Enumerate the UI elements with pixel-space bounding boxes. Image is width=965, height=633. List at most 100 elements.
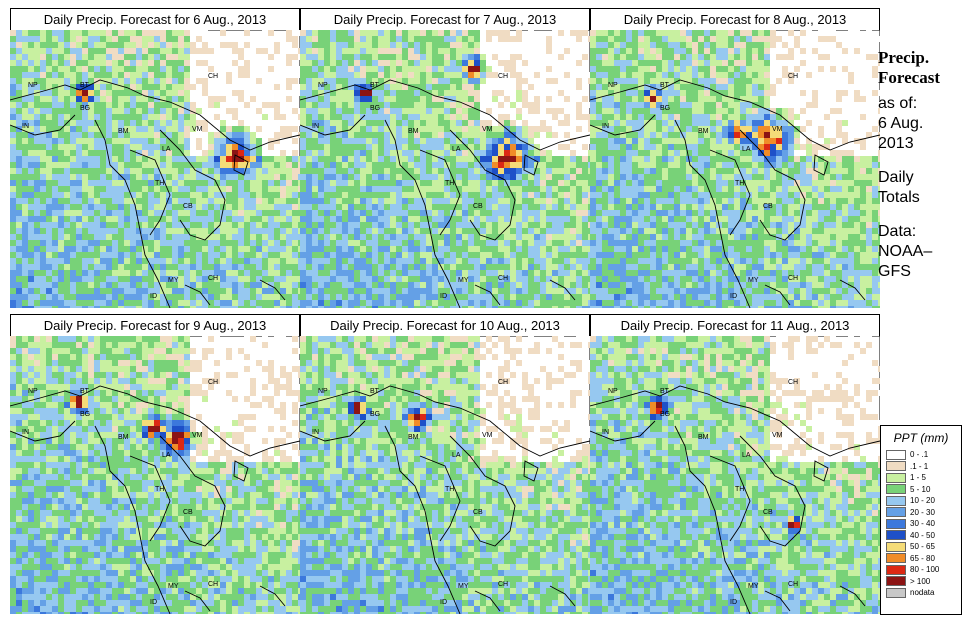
country-label: TH	[445, 486, 454, 493]
panel-title: Daily Precip. Forecast for 11 Aug., 2013	[590, 314, 880, 338]
country-label: BM	[118, 434, 129, 441]
country-label: TH	[445, 180, 454, 187]
country-label: VM	[772, 432, 783, 439]
country-label: BG	[660, 105, 670, 112]
legend-label: 40 - 50	[910, 530, 935, 540]
legend-swatch	[886, 530, 906, 541]
legend-label: 0 - .1	[910, 450, 929, 460]
forecast-panel-aug-11: Daily Precip. Forecast for 11 Aug., 2013…	[590, 314, 880, 619]
legend-swatch	[886, 576, 906, 587]
country-label: BM	[698, 128, 709, 135]
country-label: CH	[788, 581, 798, 588]
precip-map: NP BT BG IN BM CH VM LA TH CB MY ID CH	[10, 336, 300, 614]
country-label: BM	[408, 128, 419, 135]
legend-label: 30 - 40	[910, 519, 935, 529]
sidebar-heading: Precip. Forecast	[878, 48, 940, 87]
country-label: CB	[763, 509, 773, 516]
legend-label: 50 - 65	[910, 542, 935, 552]
country-label: NP	[28, 388, 38, 395]
country-label: BG	[80, 105, 90, 112]
country-label: ID	[150, 599, 157, 606]
country-label: TH	[735, 486, 744, 493]
country-label: BT	[660, 82, 670, 89]
country-label: LA	[162, 146, 171, 153]
country-label: NP	[318, 82, 328, 89]
country-label: MY	[168, 277, 179, 284]
precip-field: NP BT BG IN BM CH VM LA TH CB MY ID CH	[590, 336, 880, 614]
forecast-panel-aug-6: Daily Precip. Forecast for 6 Aug., 2013 …	[10, 8, 300, 313]
country-label: BT	[370, 82, 380, 89]
country-label: BG	[80, 411, 90, 418]
country-label: LA	[452, 452, 461, 459]
country-label: MY	[748, 583, 759, 590]
country-label: BG	[370, 411, 380, 418]
country-label: CH	[498, 379, 508, 386]
country-label: ID	[150, 293, 157, 300]
panel-title: Daily Precip. Forecast for 9 Aug., 2013	[10, 314, 300, 338]
legend-swatch	[886, 472, 906, 483]
legend-label: 5 - 10	[910, 484, 931, 494]
legend-title: PPT (mm)	[893, 431, 949, 445]
legend-swatch	[886, 564, 906, 575]
country-label: CB	[473, 509, 483, 516]
country-label: ID	[730, 293, 737, 300]
forecast-panel-aug-8: Daily Precip. Forecast for 8 Aug., 2013 …	[590, 8, 880, 313]
country-label: BT	[370, 388, 380, 395]
legend-label: 10 - 20	[910, 496, 935, 506]
country-label: MY	[458, 583, 469, 590]
precip-map: NP BT BG IN BM CH VM LA TH CB MY ID CH	[300, 336, 590, 614]
country-label: ID	[440, 293, 447, 300]
forecast-panel-aug-7: Daily Precip. Forecast for 7 Aug., 2013 …	[300, 8, 590, 313]
country-label: ID	[440, 599, 447, 606]
country-label: NP	[608, 82, 618, 89]
panel-title: Daily Precip. Forecast for 10 Aug., 2013	[300, 314, 590, 338]
country-label: VM	[192, 432, 203, 439]
legend-item: 10 - 20	[881, 495, 961, 507]
legend-label: 65 - 80	[910, 553, 935, 563]
country-label: CH	[788, 275, 798, 282]
legend-label: > 100	[910, 576, 931, 586]
precip-map: NP BT BG IN BM CH VM LA TH CB MY ID CH	[590, 336, 880, 614]
country-label: CH	[498, 275, 508, 282]
legend-swatch	[886, 484, 906, 495]
country-label: CH	[208, 275, 218, 282]
country-label: MY	[168, 583, 179, 590]
precip-field: NP BT BG IN BM CH VM LA TH CB MY ID CH	[10, 30, 300, 308]
country-label: CH	[498, 73, 508, 80]
precip-field: NP BT BG IN BM CH VM LA TH CB MY ID CH	[300, 30, 590, 308]
totals-label: Daily Totals	[878, 169, 920, 206]
panel-title: Daily Precip. Forecast for 7 Aug., 2013	[300, 8, 590, 32]
legend-item: 65 - 80	[881, 553, 961, 565]
country-label: LA	[162, 452, 171, 459]
precip-field: NP BT BG IN BM CH VM LA TH CB MY ID CH	[590, 30, 880, 308]
country-label: CH	[208, 581, 218, 588]
legend-swatch	[886, 518, 906, 529]
legend-item: > 100	[881, 576, 961, 588]
legend-swatch	[886, 587, 906, 598]
legend-item: .1 - 1	[881, 461, 961, 473]
country-label: TH	[735, 180, 744, 187]
legend-item: 20 - 30	[881, 507, 961, 519]
country-label: MY	[458, 277, 469, 284]
legend-label: .1 - 1	[910, 461, 929, 471]
legend-label: 1 - 5	[910, 473, 927, 483]
country-label: VM	[482, 126, 493, 133]
precip-map: NP BT BG IN BM CH VM LA TH CB MY ID CH	[590, 30, 880, 308]
country-label: LA	[742, 452, 751, 459]
country-label: IN	[312, 123, 319, 130]
legend-swatch	[886, 507, 906, 518]
country-label: CB	[183, 203, 193, 210]
country-label: BT	[80, 388, 90, 395]
country-label: NP	[608, 388, 618, 395]
country-label: BT	[80, 82, 90, 89]
country-label: CB	[473, 203, 483, 210]
panel-title: Daily Precip. Forecast for 6 Aug., 2013	[10, 8, 300, 32]
legend-label: 20 - 30	[910, 507, 935, 517]
country-label: ID	[730, 599, 737, 606]
country-label: NP	[318, 388, 328, 395]
country-label: IN	[22, 429, 29, 436]
legend-swatch	[886, 461, 906, 472]
country-label: VM	[482, 432, 493, 439]
country-label: CH	[208, 73, 218, 80]
